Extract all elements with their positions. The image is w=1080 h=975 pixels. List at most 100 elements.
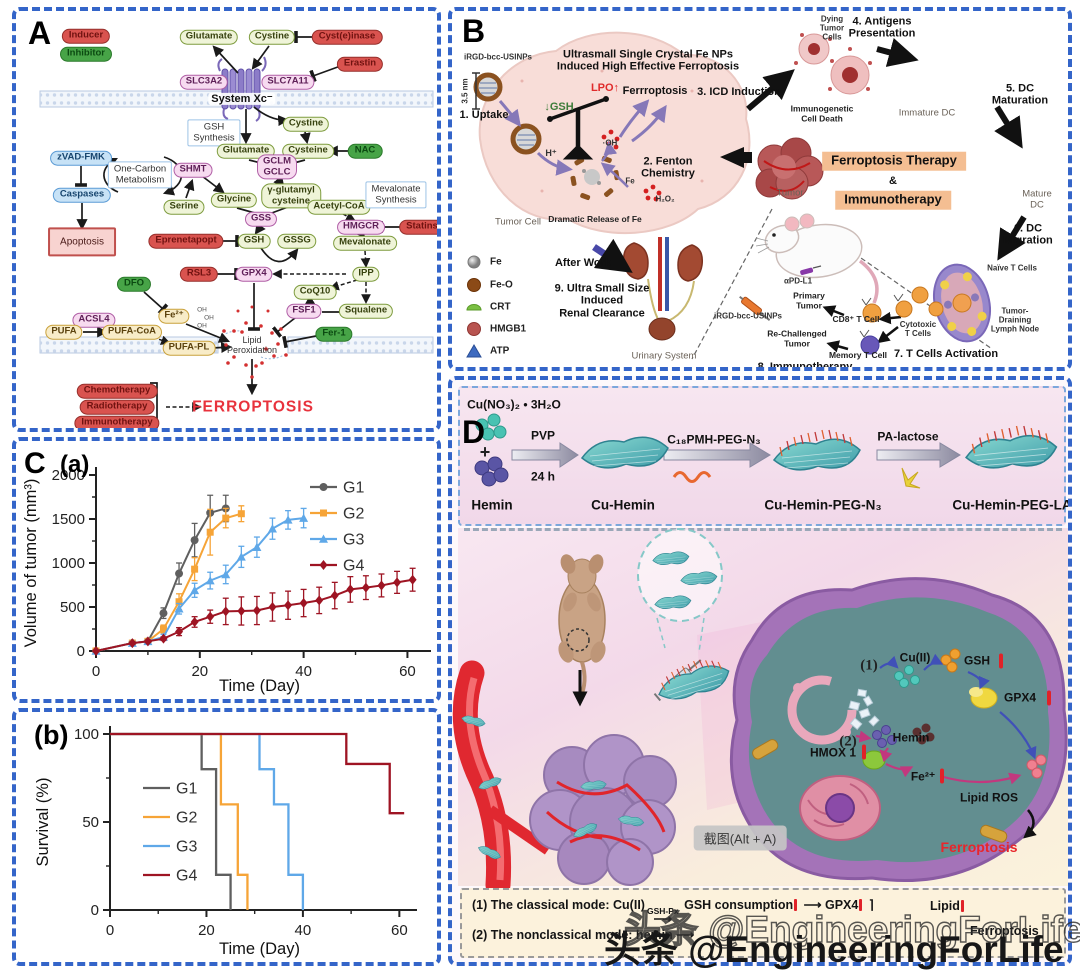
panels-b-labels-35: Tumor-Draining Lymph Node (990, 306, 1040, 334)
panels-d-labels-2: Hemin (471, 497, 513, 513)
panel-b-labels: iRGD-bcc-USINPs 3.5 nm 1. Uptake Ultrasmall… (452, 11, 1068, 367)
panels-b-labels-26: 4. Antigens Presentation (848, 15, 916, 40)
panels-a-nodes-16: SHMT (173, 162, 213, 178)
panels-b-labels-21: ATP (490, 345, 510, 357)
panels-b-labels-29: Mature DC (1022, 188, 1052, 210)
svg-text:G4: G4 (343, 558, 364, 575)
panels-a-nodes-38: Squalene (338, 303, 394, 319)
panels-b-labels-11: 2. Fenton Chemistry (641, 155, 695, 180)
svg-text:60: 60 (391, 922, 408, 939)
magnifier-circle (637, 528, 723, 653)
panels-b-labels-4: ↓GSH (544, 100, 574, 113)
panels-a-nodes-47: OH (204, 314, 214, 322)
panels-b-labels-43: αPD-L1 (783, 276, 813, 286)
panels-b-labels-33: 6. DC Migration (1003, 222, 1053, 247)
panels-d-labels-3: PVP (530, 428, 556, 443)
mouse-illustration (755, 213, 879, 304)
panels-b-labels-15: 9. Ultra Small Size Induced Renal Cleara… (554, 282, 650, 320)
panels-b-labels-5: LPO↑ (590, 81, 620, 94)
panel-d-tag: D (462, 414, 486, 450)
fe-icon (467, 255, 481, 269)
organelle-illustration (752, 739, 1008, 843)
panels-b-labels-16: Urinary System (631, 350, 697, 362)
ros-burst-dots (222, 305, 288, 379)
svg-text:1500: 1500 (52, 511, 85, 528)
panels-b-labels-19: CRT (490, 301, 511, 313)
panels-b-labels-31: & (889, 174, 897, 187)
scheme-arrows (511, 442, 961, 489)
panels-a-nodes-28: Eprenetapopt (148, 233, 224, 249)
svg-text:20: 20 (191, 663, 208, 680)
svg-text:40: 40 (295, 922, 312, 939)
gpx4-down-mark (1047, 690, 1051, 706)
panels-b-labels-40: Primary Tumor (793, 290, 825, 310)
panels-a-nodes-42: PUFA-CoA (101, 324, 163, 340)
svg-text:Time (Day): Time (Day) (219, 940, 300, 958)
dashed-separator (464, 528, 1062, 531)
svg-text:0: 0 (92, 663, 100, 680)
panels-d-labels-12: GSH (963, 653, 991, 668)
panels-a-nodes-3: Cystine (248, 29, 296, 45)
panels-a-nodes-32: RSL3 (179, 266, 219, 282)
panels-a-nodes-29: GSH (237, 233, 271, 249)
panels-a-nodes-51: Immunotherapy (74, 415, 160, 428)
panels-a-nodes-35: CoQ10 (293, 284, 337, 300)
nonclassical-mode-line: (2) The nonclassical mode: hemin ⟶ (472, 928, 695, 942)
endosome-illustration (787, 675, 880, 745)
panels-a-nodes-44: PUFA-PL (162, 340, 216, 356)
t-cells (859, 286, 944, 355)
panels-b-labels-28: 5. DC Maturation (991, 82, 1049, 107)
panels-b-labels-38: CD8⁺ T Cell (832, 314, 880, 325)
panels-b-labels-34: Naïve T Cells (987, 263, 1037, 273)
panels-b-labels-30: Ferroptosis Therapy (822, 151, 966, 171)
panels-a-nodes-26: HMGCR (337, 219, 385, 235)
panels-a-nodes-31: Mevalonate (333, 235, 397, 251)
panels-b-labels-23: 3. ICD Induction (697, 85, 781, 98)
system-xc-label: System Xc⁻ (208, 92, 276, 106)
step-arrows (746, 38, 1027, 353)
panels-b-labels-14: After Work (554, 256, 612, 269)
panels-d-labels-18: HMOX 1 (809, 745, 857, 760)
panels-a-nodes-9: GSH Synthesis (187, 119, 241, 147)
pathway-dashed-arrows (152, 211, 371, 412)
panels-d-labels-20: Fe²⁺ (910, 769, 936, 784)
tumor-to-cell-arrow (720, 147, 752, 168)
panels-d-labels-7: Cu-Hemin-PEG-N₃ (764, 497, 882, 513)
syringe-icon (739, 295, 771, 321)
svg-text:Time (Day): Time (Day) (219, 677, 300, 695)
panels-a-nodes-36: DFO (116, 276, 152, 292)
svg-text:G3: G3 (176, 839, 197, 856)
panels-b-labels-13: Tumor Cell (494, 216, 542, 228)
panels-a-nodes-17: Caspases (52, 187, 112, 203)
nanoparticle-icons (472, 72, 542, 155)
svg-text:60: 60 (399, 663, 416, 680)
panels-b-labels-3: Ultrasmall Single Crystal Fe NPs Induced… (556, 48, 740, 73)
mouse-model-illustration (558, 554, 606, 699)
tumor-illustration (755, 137, 824, 200)
panel-d-cu-hemin-mechanism: D Cu(NO₃)₂ • 3H₂O + Hemin PVP 24 h Cu-Hemin C₁… (448, 376, 1072, 966)
panel-c-tumor-volume-chart: C (a) 0 20 40 60 0 500 1000 1500 2000 Time (Day) V… (12, 437, 441, 703)
renal-clearance-arrow (592, 238, 633, 273)
panel-c-sub-a: (a) (60, 451, 90, 478)
svg-text:G3: G3 (343, 532, 364, 549)
tumor-mass-illustration (529, 734, 677, 886)
survival-step-chart: 0 20 40 60 0 50 100 Time (Day) Survival (%) G1 G2 G… (34, 726, 417, 958)
panels-b-labels-10: H₂O₂ (655, 194, 675, 204)
panels-a-nodes-5: Erastin (336, 56, 384, 72)
legend-icons (466, 255, 482, 358)
dying-tumor-cells (794, 33, 872, 95)
panels-b-labels-1: 3.5 nm (460, 78, 470, 104)
lipid-fragment: Lipid (930, 899, 967, 913)
panels-a-nodes-24: Apoptosis (48, 227, 116, 257)
panels-b-labels-7: H⁺ (545, 147, 557, 158)
svg-text:20: 20 (198, 922, 215, 939)
ferroptosis-label-d: Ferroptosis (940, 839, 1018, 856)
panels-a-nodes-2: Glutamate (179, 29, 239, 45)
panels-b-labels-32: Immunotherapy (835, 190, 951, 210)
gsh-down-mark (999, 653, 1003, 669)
mechanism-summary-box: (1) The classical mode: Cu(II) GSH-Px ⟶ GS… (460, 888, 1066, 958)
panels-a-nodes-10: Cystine (282, 116, 330, 132)
panels-b-labels-9: Fe (625, 176, 635, 186)
panels-b-labels-18: Fe-O (490, 279, 513, 291)
